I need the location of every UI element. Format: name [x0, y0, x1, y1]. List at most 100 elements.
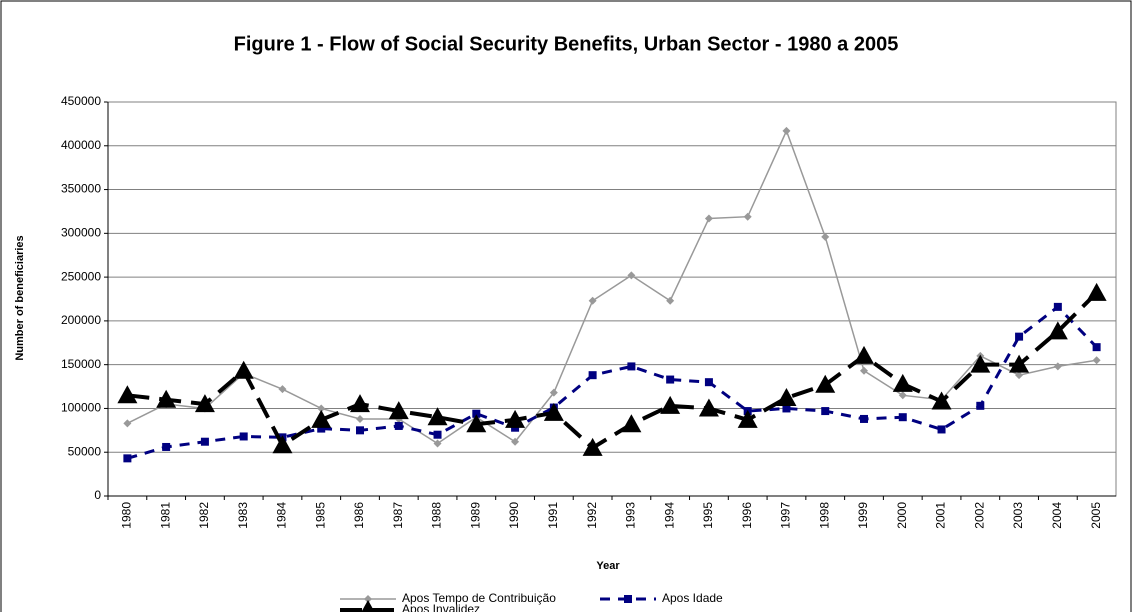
legend-marker — [624, 595, 632, 603]
y-tick-label: 350000 — [61, 182, 101, 196]
data-point — [472, 409, 481, 418]
data-point — [588, 371, 597, 380]
data-point — [350, 394, 370, 413]
data-point — [317, 404, 326, 413]
chart-title: Figure 1 - Flow of Social Security Benef… — [234, 33, 899, 55]
x-tick-label: 2004 — [1050, 502, 1064, 529]
x-tick-label: 2000 — [895, 502, 909, 529]
data-point — [582, 437, 603, 456]
data-point — [433, 430, 442, 439]
data-point — [782, 404, 791, 413]
data-point — [1092, 356, 1101, 365]
data-point — [123, 419, 132, 428]
data-point — [433, 439, 442, 448]
x-axis-title: Year — [596, 560, 620, 572]
x-tick-label: 1996 — [740, 502, 754, 529]
y-tick-label: 150000 — [61, 357, 101, 371]
data-point — [356, 414, 364, 423]
data-point — [931, 391, 952, 410]
x-tick-label: 1993 — [624, 502, 638, 529]
x-tick-label: 1988 — [430, 502, 444, 529]
data-point — [821, 232, 830, 241]
data-point — [1047, 321, 1068, 340]
x-tick-label: 1989 — [468, 502, 482, 529]
data-point — [860, 414, 868, 423]
data-point — [466, 414, 487, 433]
legend-marker — [361, 600, 375, 612]
data-point — [1086, 282, 1107, 301]
x-tick-label: 1995 — [701, 502, 715, 529]
data-point — [1053, 302, 1062, 311]
data-point — [511, 437, 520, 446]
data-point — [666, 296, 675, 305]
data-point — [1009, 354, 1030, 373]
y-axis-title: Number of beneficiaries — [14, 235, 26, 360]
data-point — [162, 442, 171, 451]
y-tick-label: 400000 — [61, 138, 101, 152]
y-tick-label: 100000 — [61, 401, 101, 415]
x-tick-label: 1992 — [585, 502, 599, 529]
x-tick-label: 1990 — [507, 502, 521, 529]
data-point — [737, 409, 758, 428]
data-point — [388, 401, 409, 420]
data-point — [666, 375, 675, 384]
data-point — [815, 374, 836, 393]
data-point — [156, 389, 177, 408]
x-tick-label: 2003 — [1011, 502, 1025, 529]
series-line — [127, 291, 1099, 451]
x-tick-label: 2002 — [972, 502, 986, 529]
data-point — [704, 378, 713, 387]
data-point — [782, 126, 791, 135]
data-point — [698, 398, 719, 417]
legend-label: Apos Idade — [662, 591, 723, 605]
data-point — [317, 424, 326, 433]
x-tick-label: 2005 — [1089, 502, 1103, 529]
data-point — [776, 387, 797, 406]
x-tick-label: 1981 — [158, 502, 172, 529]
x-tick-label: 1987 — [391, 502, 405, 529]
data-point — [976, 401, 985, 410]
data-point — [1015, 332, 1024, 341]
x-tick-label: 1999 — [856, 502, 870, 529]
series-line — [126, 304, 1098, 460]
x-tick-label: 2001 — [934, 502, 948, 529]
data-point — [356, 426, 364, 435]
y-tick-label: 0 — [94, 488, 101, 502]
data-point — [1015, 371, 1024, 380]
data-point — [1053, 362, 1062, 371]
data-point — [505, 409, 526, 428]
data-point — [278, 385, 287, 394]
legend-label: Apos Invalidez — [402, 602, 480, 612]
y-tick-label: 450000 — [61, 94, 101, 108]
y-tick-label: 200000 — [61, 313, 101, 327]
data-point — [588, 296, 597, 305]
y-tick-label: 300000 — [61, 226, 101, 240]
data-point — [549, 388, 558, 397]
x-tick-label: 1994 — [662, 502, 676, 529]
data-point — [892, 373, 913, 392]
data-point — [543, 402, 564, 421]
data-point — [123, 454, 132, 463]
data-point — [898, 413, 907, 422]
data-point — [937, 425, 946, 434]
y-tick-label: 50000 — [68, 444, 102, 458]
y-tick-label: 250000 — [61, 269, 101, 283]
legend-marker — [364, 595, 372, 603]
x-tick-label: 1997 — [779, 502, 793, 529]
data-point — [272, 435, 293, 454]
data-point — [394, 421, 403, 430]
data-point — [1092, 343, 1101, 352]
data-point — [627, 362, 636, 371]
data-point — [200, 437, 209, 446]
x-tick-label: 1991 — [546, 502, 560, 529]
data-point — [194, 394, 215, 413]
data-point — [860, 366, 868, 375]
data-point — [704, 214, 713, 223]
data-point — [233, 360, 254, 379]
data-point — [427, 407, 448, 426]
x-tick-label: 1998 — [817, 502, 831, 529]
data-point — [239, 432, 248, 441]
x-tick-label: 1983 — [236, 502, 250, 529]
